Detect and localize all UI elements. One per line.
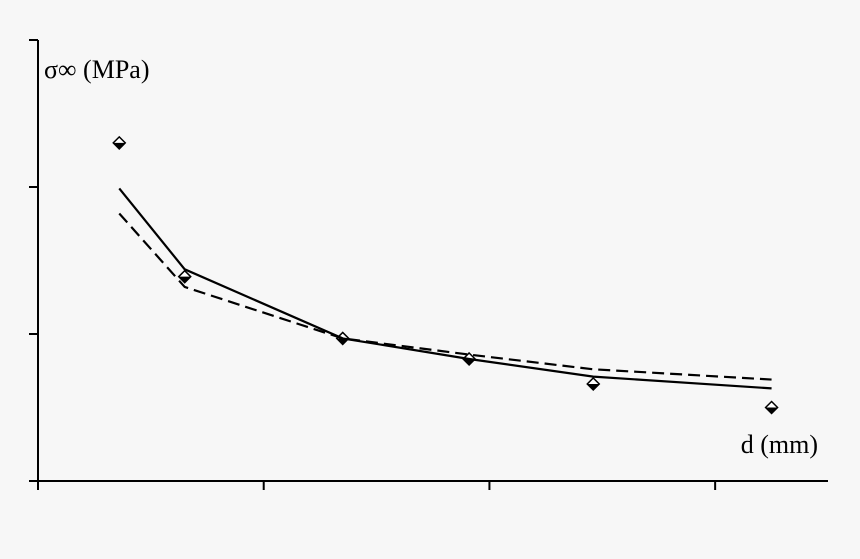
x-axis-label: d (mm) <box>741 430 818 459</box>
marker-half <box>765 407 778 414</box>
series-line <box>118 187 772 390</box>
series-line <box>118 212 772 381</box>
marker-half <box>178 276 191 283</box>
data-point <box>586 376 601 392</box>
marker-half <box>113 142 126 149</box>
y-axis-label: σ∞ (MPa) <box>44 55 150 84</box>
data-point <box>112 135 127 150</box>
data-point <box>177 269 192 284</box>
marker-half <box>587 383 600 390</box>
data-point <box>764 400 779 415</box>
